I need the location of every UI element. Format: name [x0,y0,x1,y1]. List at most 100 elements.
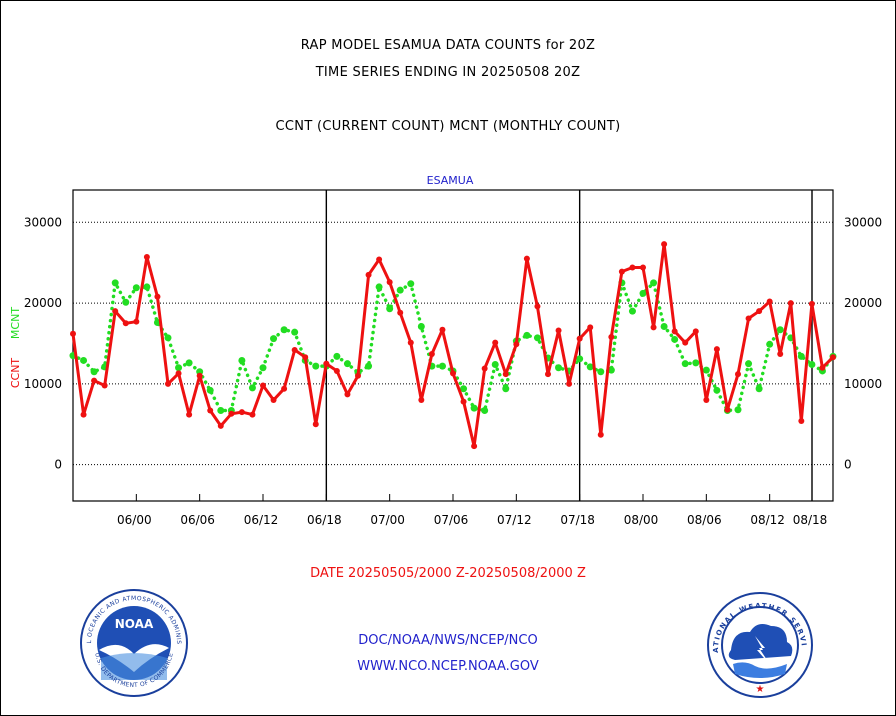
mcnt-point [175,364,183,372]
ccnt-point [439,326,446,333]
ccnt-point [249,411,256,418]
mcnt-point [597,368,605,376]
ccnt-point [217,422,224,429]
mcnt-point [745,360,753,368]
ccnt-point [91,377,98,384]
ccnt-point [481,365,488,372]
ccnt-point [534,303,541,310]
mcnt-point [438,362,446,370]
mcnt-point [365,362,373,370]
mcnt-point [470,404,478,412]
ccnt-point [492,339,499,346]
ccnt-point [101,382,108,389]
ccnt-point [302,354,309,361]
ccnt-point [787,300,794,307]
ccnt-point [333,367,340,374]
mcnt-point [238,356,246,364]
x-tick-label: 07/06 [434,513,469,527]
ccnt-point [355,372,361,379]
mcnt-point [417,323,425,331]
ccnt-point [376,256,383,263]
mcnt-point [576,355,584,363]
mcnt-point [523,331,531,339]
mcnt-point [248,384,256,392]
ccnt-point [270,397,277,404]
mcnt-point [502,385,510,393]
ccnt-point [724,406,731,413]
x-tick-label: 07/12 [497,513,532,527]
x-tick-label: 08/00 [624,513,659,527]
mcnt-point [206,386,214,394]
ccnt-point [713,346,720,353]
mcnt-point [702,366,710,374]
ccnt-point [175,370,182,377]
mcnt-point [386,305,394,313]
ccnt-point [745,315,752,322]
ccnt-point [545,371,551,378]
ccnt-point [228,410,235,417]
y-tick-label-left: 0 [54,458,62,472]
y-tick-label-left: 10000 [24,377,62,391]
ccnt-point [312,421,319,428]
ccnt-point [70,330,76,337]
ccnt-point [196,372,203,379]
x-tick-label: 06/06 [180,513,215,527]
ccnt-point [671,328,678,335]
y-tick-label-right: 10000 [844,377,882,391]
mcnt-point [713,386,721,394]
chart-title: ESAMUA [427,174,474,187]
ccnt-point [735,371,741,378]
mcnt-point [291,328,299,336]
mcnt-point [755,385,763,393]
mcnt-point [797,352,805,360]
ccnt-point [555,327,562,334]
ccnt-point [587,324,594,331]
mcnt-point [90,368,98,376]
website-link[interactable]: WWW.NCO.NCEP.NOAA.GOV [357,659,539,674]
mcnt-point [533,334,541,342]
ccnt-point [703,397,710,404]
ccnt-point [122,320,129,327]
mcnt-point [776,326,784,334]
y-tick-label-left: 30000 [24,215,62,229]
ccnt-point [186,411,193,418]
mcnt-point [407,280,415,288]
mcnt-point [333,352,341,360]
mcnt-point [555,364,563,372]
ccnt-point [513,341,520,348]
x-tick-label: 07/00 [370,513,405,527]
mcnt-point [491,360,499,368]
mcnt-point [217,407,225,415]
ccnt-point [154,293,161,300]
ccnt-point [365,271,372,278]
x-tick-label: 08/12 [750,513,785,527]
y-tick-label-left: 20000 [24,296,62,310]
mcnt-point [692,359,700,367]
org-path-link[interactable]: DOC/NOAA/NWS/NCEP/NCO [358,633,538,648]
mcnt-point [185,359,193,367]
ccnt-point [460,398,467,405]
ccnt-point [502,371,509,378]
mcnt-point [734,406,742,414]
mcnt-point [375,283,383,291]
ccnt-point [618,268,625,275]
mcnt-point [671,335,679,343]
nws-star-icon: ★ [756,684,765,695]
ccnt-point [766,298,773,305]
mcnt-point [650,279,658,287]
ccnt-point [661,241,668,248]
time-series-chart: ESAMUA CCNT MCNT 0 0 10000 10000 20000 20000 3… [9,174,882,527]
mcnt-point [607,366,615,374]
ccnt-point [260,382,266,389]
ccnt-point [640,264,646,271]
ccnt-point [291,346,298,353]
ccnt-point [344,391,351,398]
ccnt-point [418,397,425,404]
chart-header-line-1: RAP MODEL ESAMUA DATA COUNTS for 20Z [300,38,596,53]
mcnt-point [164,334,172,342]
y-axis-label-mcnt: MCNT [9,307,22,339]
ccnt-point [819,364,826,371]
y-tick-label-right: 20000 [844,296,882,310]
y-tick-label-right: 0 [844,458,852,472]
ccnt-point [407,339,414,346]
